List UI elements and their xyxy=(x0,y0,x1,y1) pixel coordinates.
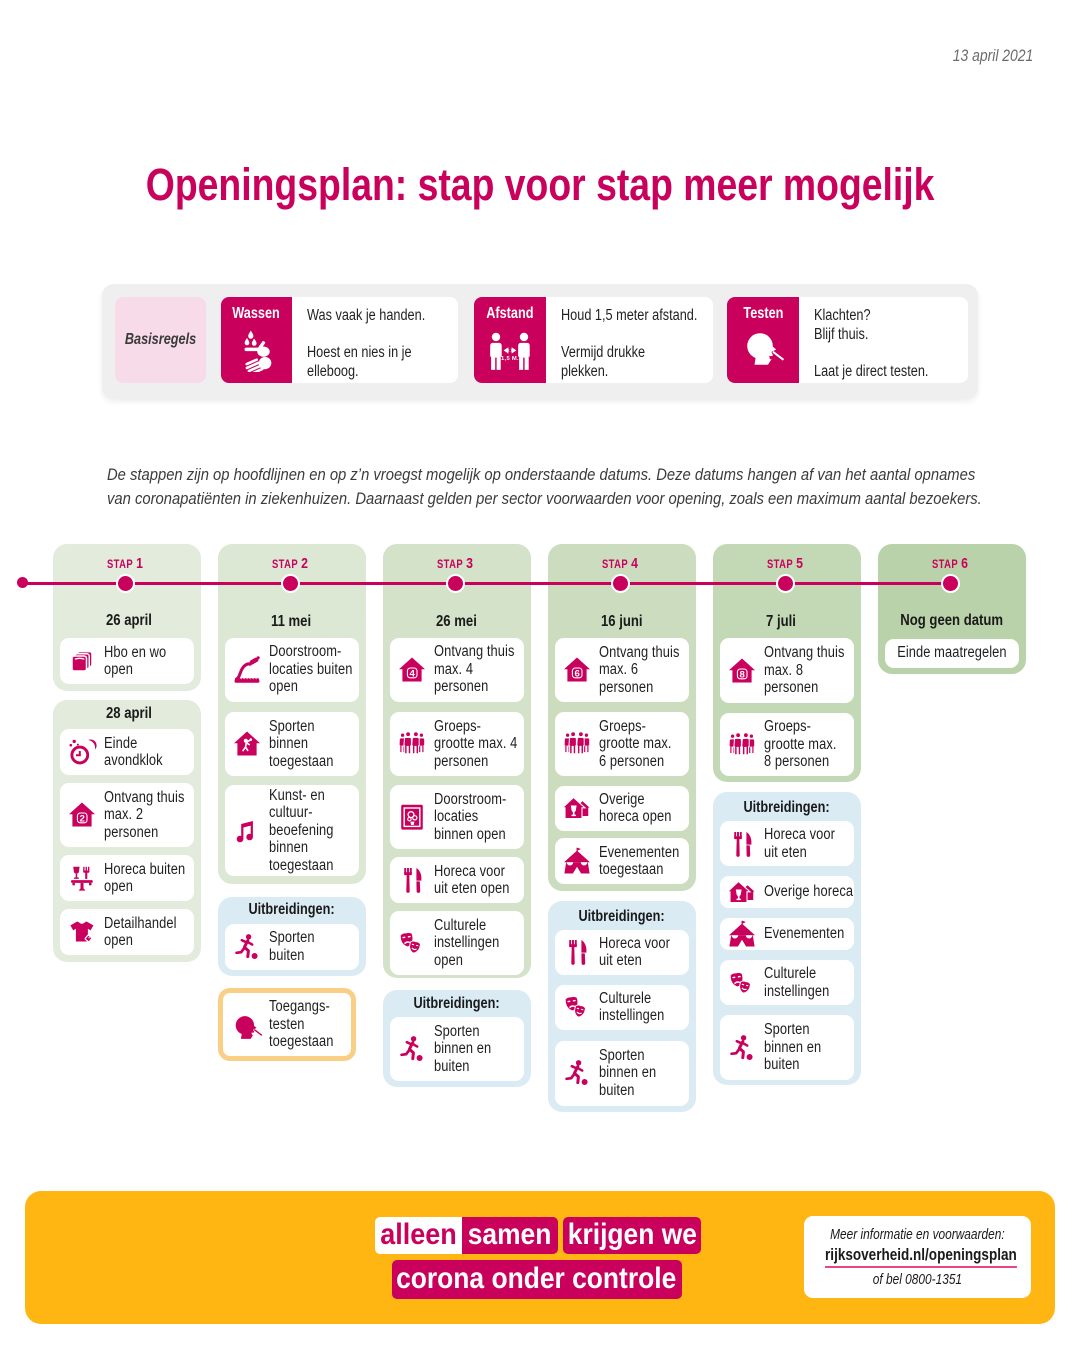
svg-text:2: 2 xyxy=(80,813,85,824)
svg-text:6: 6 xyxy=(575,668,580,679)
svg-text:4: 4 xyxy=(410,668,416,679)
svg-text:1,5 M.: 1,5 M. xyxy=(501,356,519,362)
svg-text:8: 8 xyxy=(740,669,746,680)
